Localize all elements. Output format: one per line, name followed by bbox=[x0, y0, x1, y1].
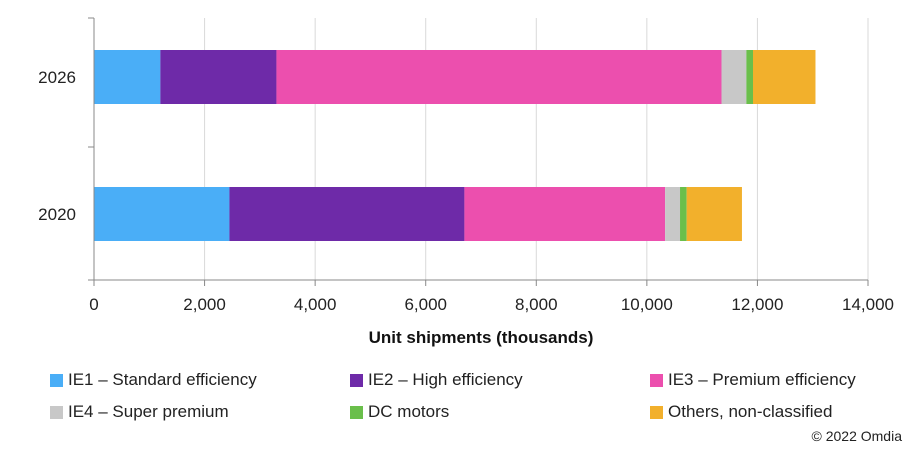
stacked-bar-chart: 0 2,000 4,000 6,000 8,000 10,000 12,000 14,000 2… bbox=[38, 17, 894, 347]
legend-item: IE3 – Premium efficiency bbox=[650, 370, 856, 390]
legend-swatch bbox=[350, 373, 363, 387]
bar-segment bbox=[680, 187, 687, 241]
tick-labels: 0 2,000 4,000 6,000 8,000 10,000 12,000 14,000 2… bbox=[38, 68, 894, 314]
x-tick-label: 0 bbox=[89, 295, 98, 314]
legend-swatch bbox=[50, 373, 63, 387]
bar-segment bbox=[94, 50, 161, 104]
x-tick-label: 10,000 bbox=[621, 295, 673, 314]
copyright-notice: © 2022 Omdia bbox=[811, 428, 902, 444]
bar-segment bbox=[721, 50, 747, 104]
bar-segment bbox=[665, 187, 681, 241]
legend: IE1 – Standard efficiency IE2 – High effi… bbox=[0, 368, 910, 428]
legend-label: IE1 – Standard efficiency bbox=[68, 370, 257, 389]
bar-segment bbox=[276, 50, 722, 104]
x-tick-label: 8,000 bbox=[515, 295, 558, 314]
legend-label: IE2 – High efficiency bbox=[368, 370, 523, 389]
bar-segment bbox=[746, 50, 754, 104]
legend-item: IE1 – Standard efficiency bbox=[50, 370, 257, 390]
axes bbox=[88, 17, 868, 281]
legend-label: IE4 – Super premium bbox=[68, 402, 229, 421]
bar-segment bbox=[686, 187, 742, 241]
legend-swatch bbox=[50, 405, 63, 419]
bars bbox=[94, 50, 816, 241]
bar-segment bbox=[94, 187, 230, 241]
legend-label: DC motors bbox=[368, 402, 450, 421]
legend-label: IE3 – Premium efficiency bbox=[668, 370, 856, 389]
x-axis-label: Unit shipments (thousands) bbox=[369, 328, 594, 347]
legend-item: Others, non-classified bbox=[650, 402, 832, 422]
legend-swatch bbox=[350, 405, 363, 419]
legend-item: IE4 – Super premium bbox=[50, 402, 229, 422]
legend-label: Others, non-classified bbox=[668, 402, 833, 421]
x-tick-label: 12,000 bbox=[731, 295, 783, 314]
y-category-label: 2020 bbox=[38, 205, 76, 224]
x-tick-label: 2,000 bbox=[183, 295, 226, 314]
x-tick-label: 6,000 bbox=[404, 295, 447, 314]
legend-swatch bbox=[650, 373, 663, 387]
bar-segment bbox=[229, 187, 465, 241]
bar-segment bbox=[464, 187, 666, 241]
bar-segment bbox=[160, 50, 277, 104]
x-tick-label: 14,000 bbox=[842, 295, 894, 314]
x-tick-label: 4,000 bbox=[294, 295, 337, 314]
bar-segment bbox=[753, 50, 816, 104]
legend-swatch bbox=[650, 405, 663, 419]
legend-item: IE2 – High efficiency bbox=[350, 370, 523, 390]
y-category-label: 2026 bbox=[38, 68, 76, 87]
legend-item: DC motors bbox=[350, 402, 449, 422]
